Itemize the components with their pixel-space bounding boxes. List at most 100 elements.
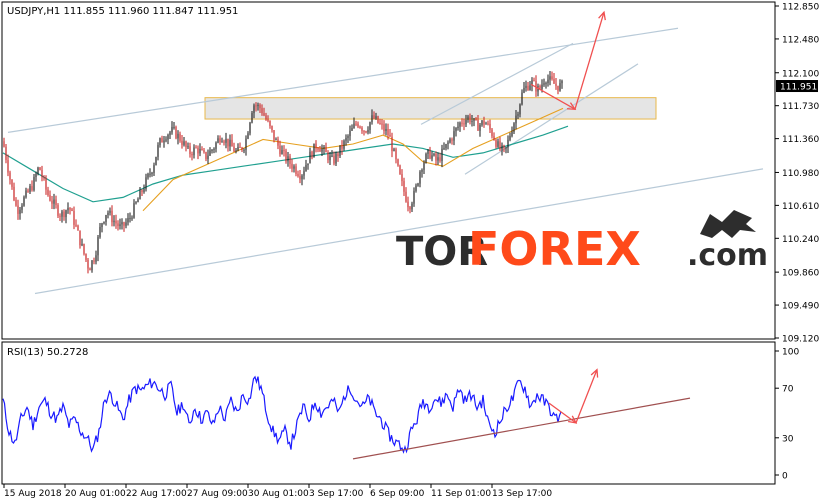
candle-body bbox=[221, 141, 223, 143]
candle-body bbox=[255, 105, 257, 107]
candle-body bbox=[417, 183, 419, 186]
candle-body bbox=[469, 116, 471, 122]
candle-body bbox=[457, 126, 459, 129]
candle-body bbox=[471, 120, 473, 122]
candle-body bbox=[253, 105, 255, 114]
candle-body bbox=[223, 141, 225, 143]
candle-body bbox=[511, 131, 513, 136]
rsi-tick-label: 70 bbox=[782, 385, 794, 395]
candle-body bbox=[439, 157, 441, 162]
time-tick-label: 27 Aug 09:00 bbox=[187, 489, 248, 499]
candle-body bbox=[129, 217, 131, 219]
candle-body bbox=[285, 150, 287, 162]
candle-body bbox=[135, 202, 137, 204]
candle-body bbox=[229, 139, 231, 147]
candle-body bbox=[7, 160, 9, 173]
candle-body bbox=[319, 149, 321, 152]
candle-body bbox=[101, 223, 103, 227]
candle-body bbox=[57, 205, 59, 216]
channel-line bbox=[7, 27, 679, 133]
candle-body bbox=[405, 191, 407, 202]
candle-body bbox=[245, 138, 247, 150]
watermark-logo: TOR FOREX .com bbox=[396, 210, 768, 276]
candle-body bbox=[513, 123, 515, 132]
candle-body bbox=[109, 210, 111, 213]
candle-body bbox=[437, 157, 439, 161]
price-tick-label: 109.490 bbox=[782, 302, 819, 312]
candle-body bbox=[197, 147, 199, 154]
candle-body bbox=[397, 159, 399, 166]
candle-body bbox=[111, 210, 113, 223]
candle-body bbox=[69, 207, 71, 210]
time-tick-label: 20 Aug 01:00 bbox=[65, 489, 126, 499]
candle-body bbox=[187, 146, 189, 148]
candle-body bbox=[235, 150, 237, 152]
candle-body bbox=[211, 149, 213, 151]
candle-body bbox=[63, 211, 65, 218]
candle-body bbox=[275, 139, 277, 141]
candle-body bbox=[225, 138, 227, 143]
time-tick-label: 22 Aug 17:00 bbox=[126, 489, 187, 499]
candle-body bbox=[403, 181, 405, 192]
candle-body bbox=[145, 177, 147, 190]
candle-body bbox=[41, 170, 43, 178]
candle-body bbox=[363, 130, 365, 132]
candle-body bbox=[215, 142, 217, 149]
candle-body bbox=[553, 79, 555, 84]
candle-body bbox=[333, 155, 335, 164]
candle-body bbox=[345, 137, 347, 141]
candle-body bbox=[149, 173, 151, 175]
candle-body bbox=[371, 115, 373, 123]
candle-body bbox=[399, 165, 401, 175]
candle-body bbox=[551, 76, 553, 80]
candle-body bbox=[37, 167, 39, 175]
candle-body bbox=[339, 145, 341, 157]
candle-body bbox=[15, 200, 17, 206]
candle-body bbox=[543, 83, 545, 85]
price-tick-label: 109.120 bbox=[782, 335, 819, 345]
candle-body bbox=[77, 225, 79, 231]
candle-body bbox=[495, 139, 497, 147]
candle-body bbox=[443, 148, 445, 150]
candle-body bbox=[465, 119, 467, 125]
candle-body bbox=[341, 145, 343, 149]
candle-body bbox=[115, 220, 117, 224]
price-tick-label: 112.850 bbox=[782, 3, 819, 13]
candle-body bbox=[311, 151, 313, 158]
candle-body bbox=[39, 167, 41, 171]
arrow-head bbox=[598, 10, 606, 21]
channel-lines bbox=[7, 27, 764, 295]
candle-body bbox=[117, 223, 119, 227]
bull-logo-icon bbox=[700, 210, 756, 238]
candle-body bbox=[411, 203, 413, 210]
candle-body bbox=[155, 156, 157, 166]
candle-body bbox=[455, 128, 457, 132]
candle-body bbox=[27, 190, 29, 192]
candle-body bbox=[159, 138, 161, 146]
candle-body bbox=[189, 146, 191, 155]
candle-body bbox=[503, 145, 505, 148]
candle-body bbox=[347, 136, 349, 138]
candle-body bbox=[173, 126, 175, 128]
candle-body bbox=[11, 179, 13, 187]
candle-body bbox=[401, 174, 403, 182]
resistance-zone bbox=[204, 97, 657, 120]
candle-body bbox=[259, 104, 261, 109]
candle-body bbox=[287, 156, 289, 162]
candle-body bbox=[205, 152, 207, 159]
candle-body bbox=[409, 207, 411, 210]
rsi-trend-line bbox=[352, 397, 691, 460]
price-tick-label: 112.480 bbox=[782, 35, 819, 45]
candle-body bbox=[195, 147, 197, 149]
candle-body bbox=[289, 156, 291, 164]
candle-body bbox=[279, 145, 281, 155]
candle-body bbox=[361, 127, 363, 131]
candle-body bbox=[73, 210, 75, 225]
candle-body bbox=[131, 217, 133, 219]
candle-body bbox=[299, 176, 301, 180]
candle-body bbox=[65, 210, 67, 218]
candle-body bbox=[467, 116, 469, 120]
candle-body bbox=[429, 149, 431, 159]
candle-body bbox=[365, 131, 367, 133]
candle-body bbox=[447, 142, 449, 145]
